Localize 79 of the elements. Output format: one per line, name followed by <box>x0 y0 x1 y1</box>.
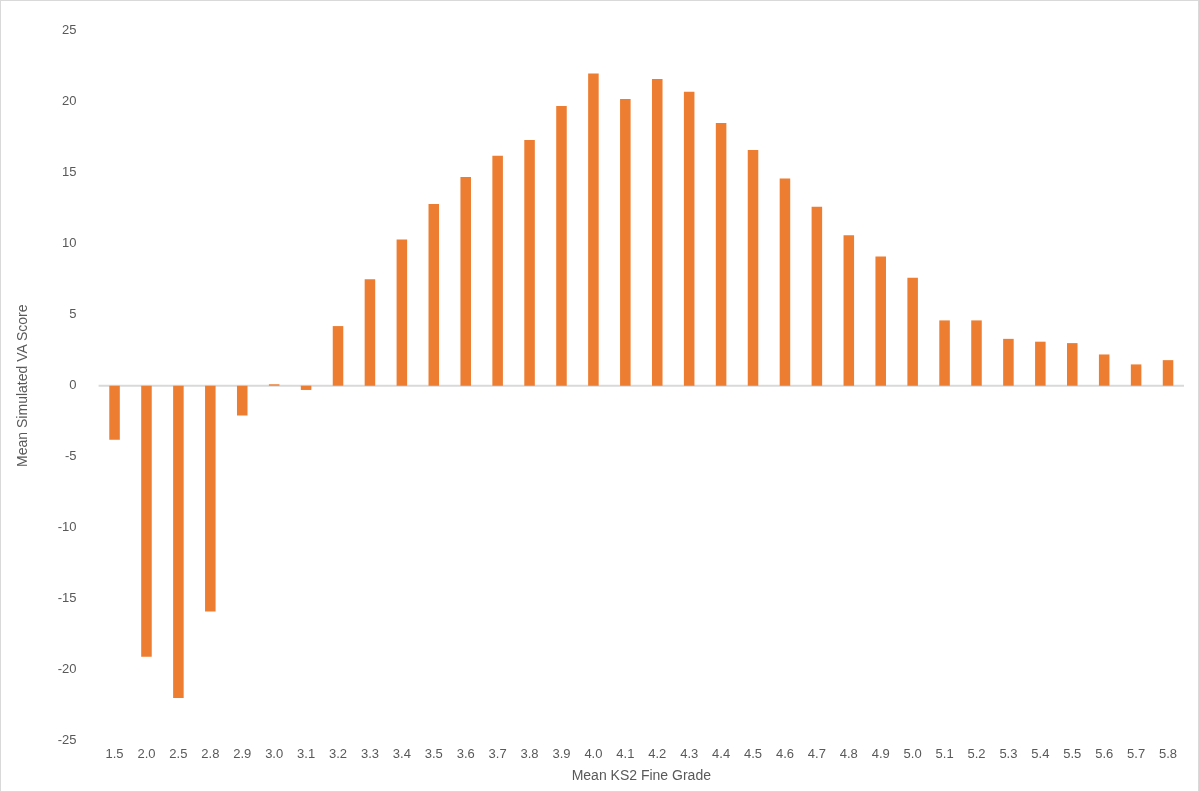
x-tick-label: 2.9 <box>233 745 252 761</box>
bar <box>109 385 120 440</box>
bar <box>396 239 408 386</box>
x-tick-label: 5.3 <box>999 745 1018 761</box>
y-tick-label: -15 <box>57 590 77 606</box>
x-tick-label: 3.5 <box>424 745 443 761</box>
bar <box>875 256 886 386</box>
bar <box>428 203 440 386</box>
x-tick-label: 4.3 <box>680 745 699 761</box>
x-tick-label: 5.1 <box>935 745 954 761</box>
x-tick-label: 3.7 <box>488 745 507 761</box>
x-tick-label: 4.5 <box>743 745 763 761</box>
y-tick-label: 25 <box>62 22 77 38</box>
x-tick-label: 5.2 <box>967 745 986 761</box>
y-tick-label: -20 <box>57 661 77 677</box>
bar <box>683 91 695 386</box>
x-tick-label: 2.8 <box>201 745 220 761</box>
y-tick-label: 20 <box>62 93 77 109</box>
bar <box>811 206 823 386</box>
bar <box>747 150 759 386</box>
x-tick-label: 5.7 <box>1127 745 1146 761</box>
x-tick-label: 3.9 <box>552 745 571 761</box>
x-tick-label: 3.1 <box>297 745 316 761</box>
x-tick-label: 4.9 <box>871 745 890 761</box>
x-tick-label: 5.5 <box>1063 745 1082 761</box>
bar <box>907 277 918 386</box>
bar <box>620 98 631 386</box>
bar <box>556 106 567 386</box>
x-tick-label: 3.6 <box>456 745 475 761</box>
bar <box>1162 360 1174 386</box>
x-tick-label: 2.0 <box>137 745 156 761</box>
x-tick-label: 4.2 <box>648 745 667 761</box>
bar <box>843 235 855 386</box>
bar <box>141 385 152 657</box>
x-tick-label: 1.5 <box>105 745 124 761</box>
x-tick-label: 5.6 <box>1095 745 1114 761</box>
bar <box>1067 343 1078 386</box>
x-tick-label: 4.6 <box>775 745 794 761</box>
bar <box>205 385 216 612</box>
x-tick-label: 4.4 <box>712 745 731 761</box>
x-tick-label: 4.7 <box>807 745 826 761</box>
bar <box>173 385 184 699</box>
x-tick-label: 5.0 <box>903 745 922 761</box>
x-tick-label: 4.0 <box>584 745 603 761</box>
bar <box>971 320 982 386</box>
x-tick-label: 2.5 <box>169 745 188 761</box>
x-tick-label: 3.0 <box>265 745 284 761</box>
x-tick-label: 4.8 <box>839 745 858 761</box>
y-tick-label: -5 <box>65 448 77 464</box>
y-tick-label: -25 <box>57 732 77 748</box>
x-tick-label: 3.8 <box>520 745 539 761</box>
x-tick-label: 3.4 <box>392 745 411 761</box>
x-tick-label: 5.8 <box>1159 745 1178 761</box>
y-tick-label: 5 <box>69 306 77 322</box>
bar <box>492 155 503 386</box>
y-tick-label: -10 <box>57 519 77 535</box>
bar <box>236 385 248 416</box>
bar <box>1130 364 1142 386</box>
x-tick-label: 5.4 <box>1031 745 1050 761</box>
bar <box>1098 354 1110 386</box>
x-axis-title: Mean KS2 Fine Grade <box>571 767 712 784</box>
bar <box>651 79 663 386</box>
bar <box>715 123 727 386</box>
bar <box>364 279 376 386</box>
x-tick-label: 3.2 <box>328 745 348 761</box>
y-tick-label: 15 <box>62 164 77 180</box>
y-tick-label: 10 <box>62 235 77 251</box>
bar <box>588 73 599 386</box>
bar <box>939 320 950 386</box>
bar <box>779 178 791 386</box>
bar <box>1003 338 1014 386</box>
x-tick-label: 3.3 <box>360 745 379 761</box>
y-tick-label: 0 <box>69 377 77 393</box>
bar <box>460 177 471 386</box>
bar <box>524 140 535 386</box>
y-axis-title: Mean Simulated VA Score <box>14 304 31 467</box>
x-tick-label: 4.1 <box>616 745 635 761</box>
bar <box>332 326 344 386</box>
bar <box>1035 341 1046 386</box>
